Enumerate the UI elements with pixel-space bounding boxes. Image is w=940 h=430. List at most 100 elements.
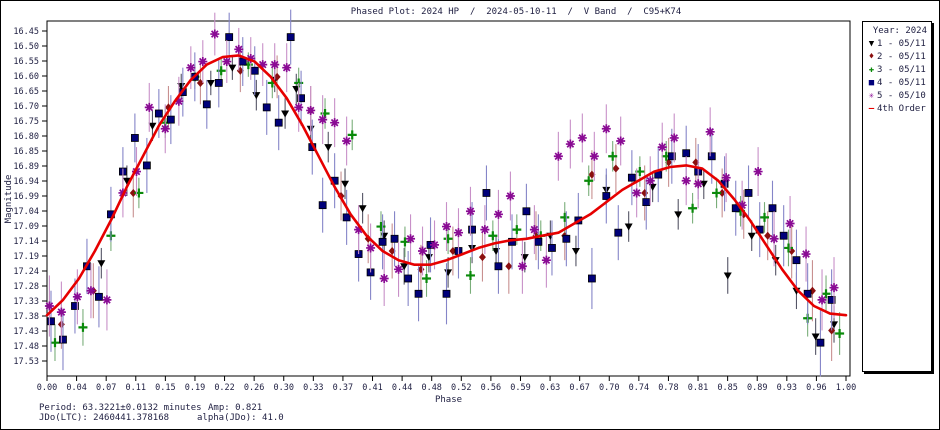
legend-item-label: 3 - 05/11 [877,65,926,75]
data-point-marker [737,200,747,210]
data-point-marker [444,269,453,277]
data-point-marker [645,176,655,186]
data-point-marker [78,322,88,332]
data-point-marker [274,118,283,127]
legend-item-label: 5 - 05/10 [877,91,926,101]
legend-item-label: 4th Order [877,104,926,114]
data-point-marker [493,209,503,219]
data-point-marker [330,118,340,128]
data-point-marker [494,262,503,271]
data-point-marker [134,188,144,198]
x-tick-label: 1.00 [836,383,856,393]
data-point-marker [294,102,304,112]
data-point-marker [250,66,259,75]
x-tick-label: 0.52 [451,383,471,393]
data-point-marker [47,317,55,326]
data-point-marker [95,292,103,301]
data-point-marker [102,295,112,305]
data-point-marker [522,207,531,216]
data-point-marker [297,94,305,103]
data-point-marker [234,44,244,54]
data-point-marker [667,152,676,161]
x-tick-label: 0.07 [96,383,116,393]
y-tick-label: 16.89 [13,162,39,172]
data-point-marker [44,301,54,311]
square-icon: ■ [868,78,875,88]
x-tick-label: 0.44 [392,383,412,393]
diamond-icon: ♦ [868,52,875,62]
data-point-marker [206,79,215,87]
data-point-marker [681,176,691,186]
data-point-marker [589,151,599,161]
data-point-marker [705,127,715,137]
y-tick-label: 17.14 [13,237,39,247]
data-point-marker [72,292,82,302]
data-point-marker [829,283,839,293]
data-point-marker [198,57,208,67]
legend-item-3: ✚ 3 - 05/11 [863,64,931,77]
data-point-marker [262,103,271,112]
legend-item-1: ▼ 1 - 05/11 [863,38,931,51]
y-tick-label: 16.60 [13,72,39,82]
data-point-marker [341,180,350,188]
data-point-marker [571,248,580,255]
x-axis: 0.00 0.04 0.07 0.11 0.15 0.19 0.22 0.26 0.30 0.33… [37,376,856,405]
data-point-marker [358,205,367,213]
data-point-marker [478,253,486,262]
data-point-marker [548,244,556,252]
x-tick-label: 0.85 [717,383,737,393]
data-point-marker [418,246,428,256]
data-point-marker [517,261,527,271]
data-point-marker [390,234,399,243]
data-point-marker [148,122,157,130]
data-point-marker [817,295,827,305]
data-point-marker [318,201,327,210]
y-tick-label: 16.99 [13,192,39,202]
data-point-marker [783,243,793,253]
data-point-marker [422,274,432,283]
y-tick-label: 16.70 [13,102,39,112]
x-tick-label: 0.56 [481,383,501,393]
x-tick-label: 0.15 [155,383,175,393]
data-point-marker [482,189,491,197]
data-point-marker [468,225,476,234]
data-point-marker [505,191,515,201]
data-point-marker [160,124,170,134]
data-point-marker [130,134,139,142]
x-tick-label: 0.70 [599,383,619,393]
data-point-marker [286,33,295,42]
data-point-marker [354,225,364,235]
triangle-down-icon: ▼ [868,39,875,49]
data-point-marker [216,66,226,76]
data-point-marker [400,263,409,271]
legend-item-2: ♦ 2 - 05/11 [863,51,931,64]
data-point-marker [318,115,328,125]
data-point-marker [553,151,563,161]
y-tick-label: 17.28 [13,282,39,292]
data-point-marker [602,192,611,200]
x-tick-label: 0.89 [747,383,767,393]
data-point-marker [430,240,440,250]
data-point-marker [693,179,703,189]
data-point-marker [764,231,772,240]
data-point-marker [641,188,649,197]
x-tick-label: 0.63 [540,383,560,393]
data-point-marker [465,206,475,216]
data-point-marker [378,237,387,246]
data-point-marker [712,188,722,198]
data-point-marker [442,222,451,232]
data-point-marker [59,335,67,344]
y-tick-label: 17.53 [13,357,39,367]
x-tick-label: 0.04 [66,383,86,393]
x-tick-label: 0.22 [214,383,234,393]
data-point-marker [707,152,716,161]
data-point-marker [56,307,66,317]
data-point-marker [394,264,404,274]
data-point-marker [273,72,281,81]
x-tick-label: 0.00 [37,383,57,393]
data-point-marker [306,105,316,115]
x-tick-label: 0.19 [185,383,205,393]
data-point-marker [721,173,731,183]
data-point-marker [632,188,642,198]
data-point-marker [142,161,151,170]
